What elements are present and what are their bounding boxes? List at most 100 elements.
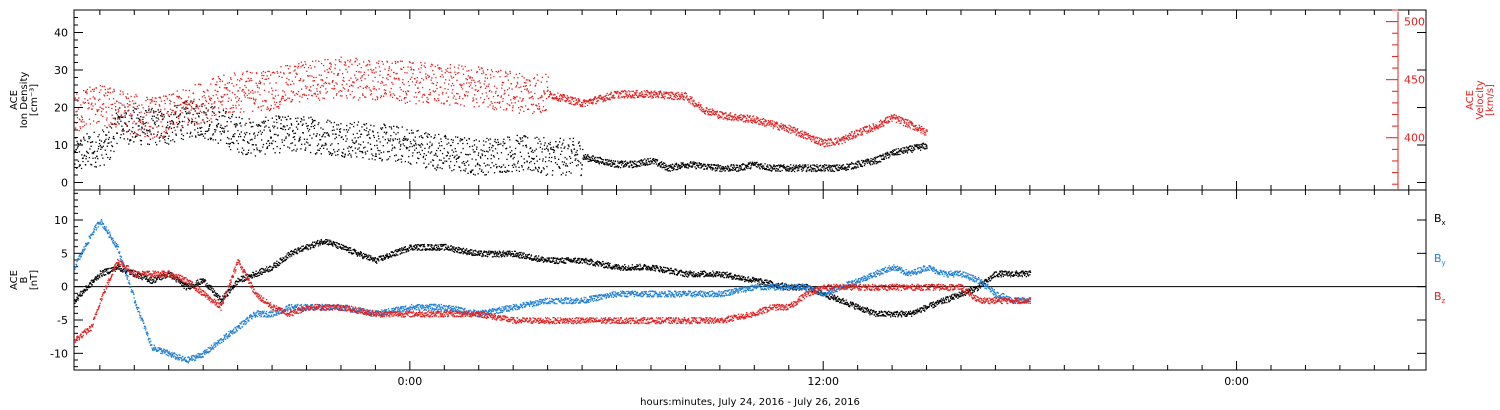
data-point — [886, 154, 889, 156]
data-point — [570, 157, 572, 159]
data-point — [420, 61, 422, 64]
data-point — [539, 97, 541, 99]
data-point — [89, 86, 91, 88]
data-point — [324, 142, 327, 144]
data-point — [668, 169, 670, 172]
data-point — [666, 97, 669, 99]
data-point — [825, 140, 827, 142]
data-point — [805, 165, 807, 167]
data-point — [420, 67, 422, 69]
data-point — [281, 97, 283, 99]
data-point — [608, 93, 611, 95]
data-point — [155, 101, 157, 103]
data-point — [667, 92, 670, 94]
data-point — [454, 148, 456, 150]
data-point — [441, 145, 443, 147]
data-point — [343, 129, 345, 131]
data-point — [252, 110, 254, 112]
data-point — [393, 125, 395, 127]
data-point — [364, 124, 366, 126]
data-point — [409, 146, 411, 148]
data-point — [359, 150, 361, 152]
data-point — [796, 128, 798, 131]
data-point — [467, 91, 469, 93]
data-point — [348, 145, 350, 148]
data-point — [247, 77, 249, 79]
b-axis-title-line-0: ACE — [9, 270, 20, 290]
data-point — [286, 118, 288, 121]
data-point — [256, 147, 258, 149]
data-point — [296, 128, 299, 130]
data-point — [277, 72, 279, 74]
data-point — [362, 94, 364, 96]
data-point — [314, 93, 317, 95]
data-point — [131, 115, 133, 117]
data-point — [474, 85, 477, 87]
data-point — [459, 166, 461, 169]
data-point — [289, 72, 291, 74]
data-point — [538, 108, 540, 110]
data-point — [402, 143, 404, 145]
data-point — [76, 140, 78, 143]
data-point — [385, 127, 387, 129]
data-point — [766, 166, 768, 168]
data-point — [636, 166, 638, 168]
data-point — [746, 114, 748, 116]
data-point — [630, 95, 632, 97]
data-point — [89, 98, 91, 100]
data-point — [128, 120, 130, 123]
data-point — [143, 116, 145, 118]
data-point — [503, 143, 505, 145]
data-point — [529, 80, 531, 83]
data-point — [616, 165, 619, 167]
data-point — [610, 160, 612, 162]
data-point — [185, 108, 188, 110]
data-point — [378, 138, 380, 140]
data-point — [286, 65, 289, 67]
data-point — [622, 91, 624, 93]
data-point — [263, 89, 266, 91]
data-point — [158, 137, 160, 139]
data-point — [507, 79, 509, 81]
data-point — [306, 127, 309, 130]
data-point — [424, 94, 426, 96]
data-point — [747, 162, 750, 164]
data-point — [255, 144, 257, 146]
data-point — [755, 118, 757, 120]
data-point — [685, 165, 687, 167]
data-point — [801, 133, 803, 135]
data-point — [383, 131, 385, 133]
data-point — [839, 140, 841, 142]
data-point — [845, 138, 847, 140]
data-point — [574, 154, 576, 157]
data-point — [272, 140, 274, 142]
data-point — [235, 107, 237, 109]
data-point — [200, 134, 202, 136]
data-point — [748, 163, 750, 165]
data-point — [357, 137, 359, 139]
data-point — [699, 104, 701, 106]
data-point — [449, 104, 451, 106]
data-point — [551, 96, 554, 99]
data-point — [519, 137, 521, 139]
data-point — [276, 70, 278, 73]
data-point — [295, 126, 298, 128]
velocity-tick-label-0: 400 — [1404, 132, 1425, 145]
data-point — [228, 82, 230, 84]
data-point — [250, 77, 252, 80]
data-point — [841, 143, 843, 145]
data-point — [736, 118, 738, 120]
data-point — [238, 136, 240, 138]
data-point — [327, 119, 329, 121]
data-point — [242, 72, 244, 74]
data-point — [848, 166, 850, 168]
data-point — [359, 136, 361, 138]
data-point — [907, 148, 909, 150]
data-point — [322, 85, 324, 87]
data-point — [664, 166, 666, 169]
data-point — [836, 139, 838, 141]
data-point — [96, 155, 98, 158]
data-point — [678, 167, 680, 169]
data-point — [750, 121, 753, 123]
data-point — [737, 169, 740, 171]
